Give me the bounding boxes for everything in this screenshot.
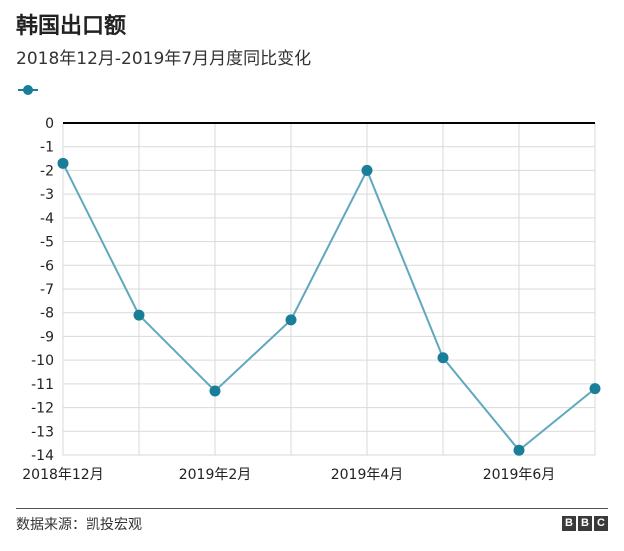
y-tick-label: -4 xyxy=(40,211,54,227)
x-tick-label: 2018年12月 xyxy=(22,467,103,483)
data-point xyxy=(513,444,525,456)
line-chart: 0 -1 -2 -3 -4 -5 -6 -7 -8 -9 -10 -11 -12 -13 -14 2018年1… xyxy=(22,116,601,483)
chart-title: 韩国出口额 xyxy=(16,14,127,39)
y-tick-label: -6 xyxy=(40,258,54,274)
legend-marker xyxy=(18,85,38,95)
y-tick-label: -12 xyxy=(31,401,54,417)
y-tick-label: -10 xyxy=(31,353,54,369)
y-tick-label: -8 xyxy=(40,306,54,322)
data-point xyxy=(437,352,449,364)
x-tick-label: 2019年6月 xyxy=(483,467,556,483)
data-point xyxy=(361,164,373,176)
footer-divider xyxy=(16,508,608,509)
y-tick-label: -5 xyxy=(40,235,54,251)
source-note: 数据来源：凯投宏观 xyxy=(16,517,142,533)
data-point xyxy=(209,385,221,397)
x-tick-label: 2019年2月 xyxy=(179,467,252,483)
y-tick-label: -2 xyxy=(40,163,54,179)
y-tick-label: -7 xyxy=(40,282,54,298)
y-tick-label: -9 xyxy=(40,329,54,345)
chart-subtitle: 2018年12月-2019年7月月度同比变化 xyxy=(16,49,312,69)
data-point xyxy=(57,157,69,169)
bbc-logo-letter: B xyxy=(578,516,592,531)
bbc-logo-letter: B xyxy=(562,516,576,531)
y-tick-label: -3 xyxy=(40,187,54,203)
y-tick-label: -1 xyxy=(40,140,54,156)
y-tick-label: 0 xyxy=(45,116,54,132)
series-line xyxy=(62,162,596,452)
y-tick-label: -14 xyxy=(31,448,54,464)
bbc-logo-letter: C xyxy=(594,516,608,531)
x-tick-label: 2019年4月 xyxy=(331,467,404,483)
y-tick-label: -11 xyxy=(31,377,54,393)
bbc-logo: B B C xyxy=(562,516,608,531)
data-point xyxy=(589,383,601,395)
y-tick-label: -13 xyxy=(31,424,54,440)
data-point xyxy=(285,314,297,326)
data-point xyxy=(133,309,145,321)
